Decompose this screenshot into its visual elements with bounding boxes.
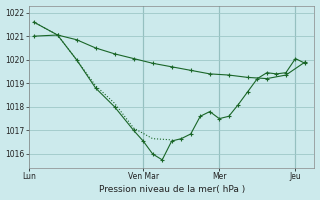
X-axis label: Pression niveau de la mer( hPa ): Pression niveau de la mer( hPa ) <box>99 185 245 194</box>
